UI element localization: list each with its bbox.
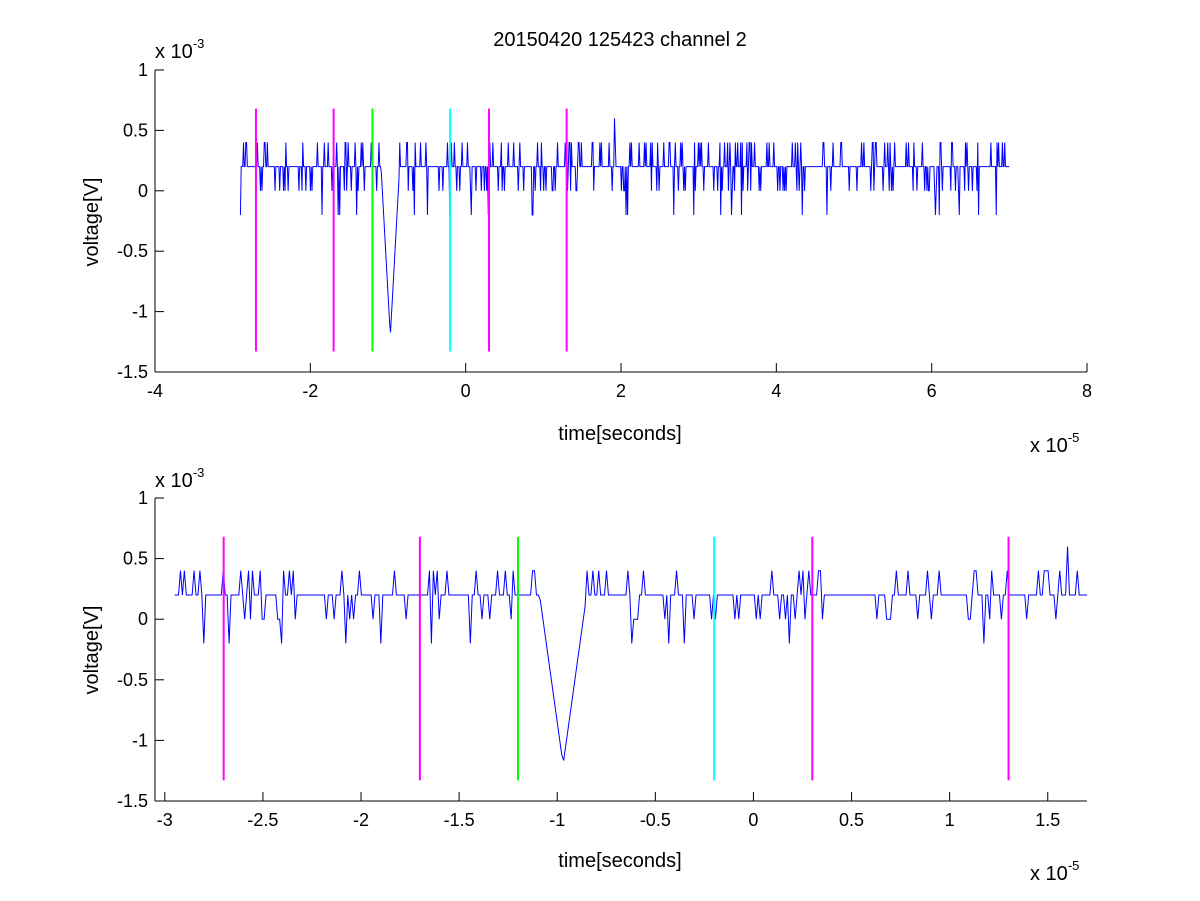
x-axis-title: time[seconds] — [558, 850, 681, 872]
x-multiplier: x 10-5 — [1030, 430, 1079, 457]
x-multiplier: x 10-5 — [1030, 858, 1079, 885]
x-tick-label: -2 — [353, 810, 369, 830]
x-tick-label: 0 — [461, 381, 471, 401]
x-tick-label: -1.5 — [444, 810, 475, 830]
x-tick-label: 0.5 — [839, 810, 864, 830]
top-plot: 20150420 125423 channel 2 x 10-3 x 10-5 … — [81, 29, 1092, 457]
marker-layer — [222, 536, 1010, 781]
y-multiplier: x 10-3 — [155, 465, 204, 492]
y-tick-label: 0 — [138, 609, 148, 629]
axes: -1.5 -1 -0.5 0 0.5 1 -4 -2 0 2 4 6 8 — [117, 60, 1092, 401]
y-tick-label: -1.5 — [117, 362, 148, 382]
signal-layer — [239, 118, 1010, 333]
x-axis-title: time[seconds] — [558, 423, 681, 445]
x-tick-label: 1 — [945, 810, 955, 830]
x-tick-label: 4 — [771, 381, 781, 401]
y-tick-label: -0.5 — [117, 670, 148, 690]
y-tick-label: 1 — [138, 488, 148, 508]
x-tick-label: -2.5 — [247, 810, 278, 830]
plot-title: 20150420 125423 channel 2 — [493, 29, 747, 51]
x-tick-label: -3 — [157, 810, 173, 830]
x-tick-label: 8 — [1082, 381, 1092, 401]
y-tick-label: 0 — [138, 181, 148, 201]
signal-layer — [174, 546, 1087, 761]
x-tick-label: -0.5 — [640, 810, 671, 830]
y-tick-label: 0.5 — [123, 120, 148, 140]
y-tick-label: -0.5 — [117, 241, 148, 261]
x-tick-label: 0 — [748, 810, 758, 830]
y-tick-label: -1 — [132, 730, 148, 750]
y-axis-title: voltage[V] — [81, 606, 103, 695]
signal-trace — [174, 546, 1087, 761]
x-tick-label: -2 — [302, 381, 318, 401]
x-tick-label: 1.5 — [1035, 810, 1060, 830]
y-axis-title: voltage[V] — [81, 178, 103, 267]
x-tick-label: 6 — [927, 381, 937, 401]
y-tick-label: -1 — [132, 302, 148, 322]
x-tick-label: -4 — [147, 381, 163, 401]
x-tick-label: 2 — [616, 381, 626, 401]
y-tick-label: 0.5 — [123, 549, 148, 569]
axes: -1.5 -1 -0.5 0 0.5 1 -3 -2.5 -2 -1.5 -1 -0.5 0 0.5 1 1.… — [117, 488, 1087, 830]
x-tick-label: -1 — [549, 810, 565, 830]
y-multiplier: x 10-3 — [155, 36, 204, 63]
signal-trace — [239, 118, 1010, 333]
marker-layer — [254, 108, 568, 352]
y-tick-label: 1 — [138, 60, 148, 80]
y-tick-label: -1.5 — [117, 791, 148, 811]
bottom-plot: x 10-3 x 10-5 time[seconds] voltage[V] -… — [81, 465, 1087, 885]
